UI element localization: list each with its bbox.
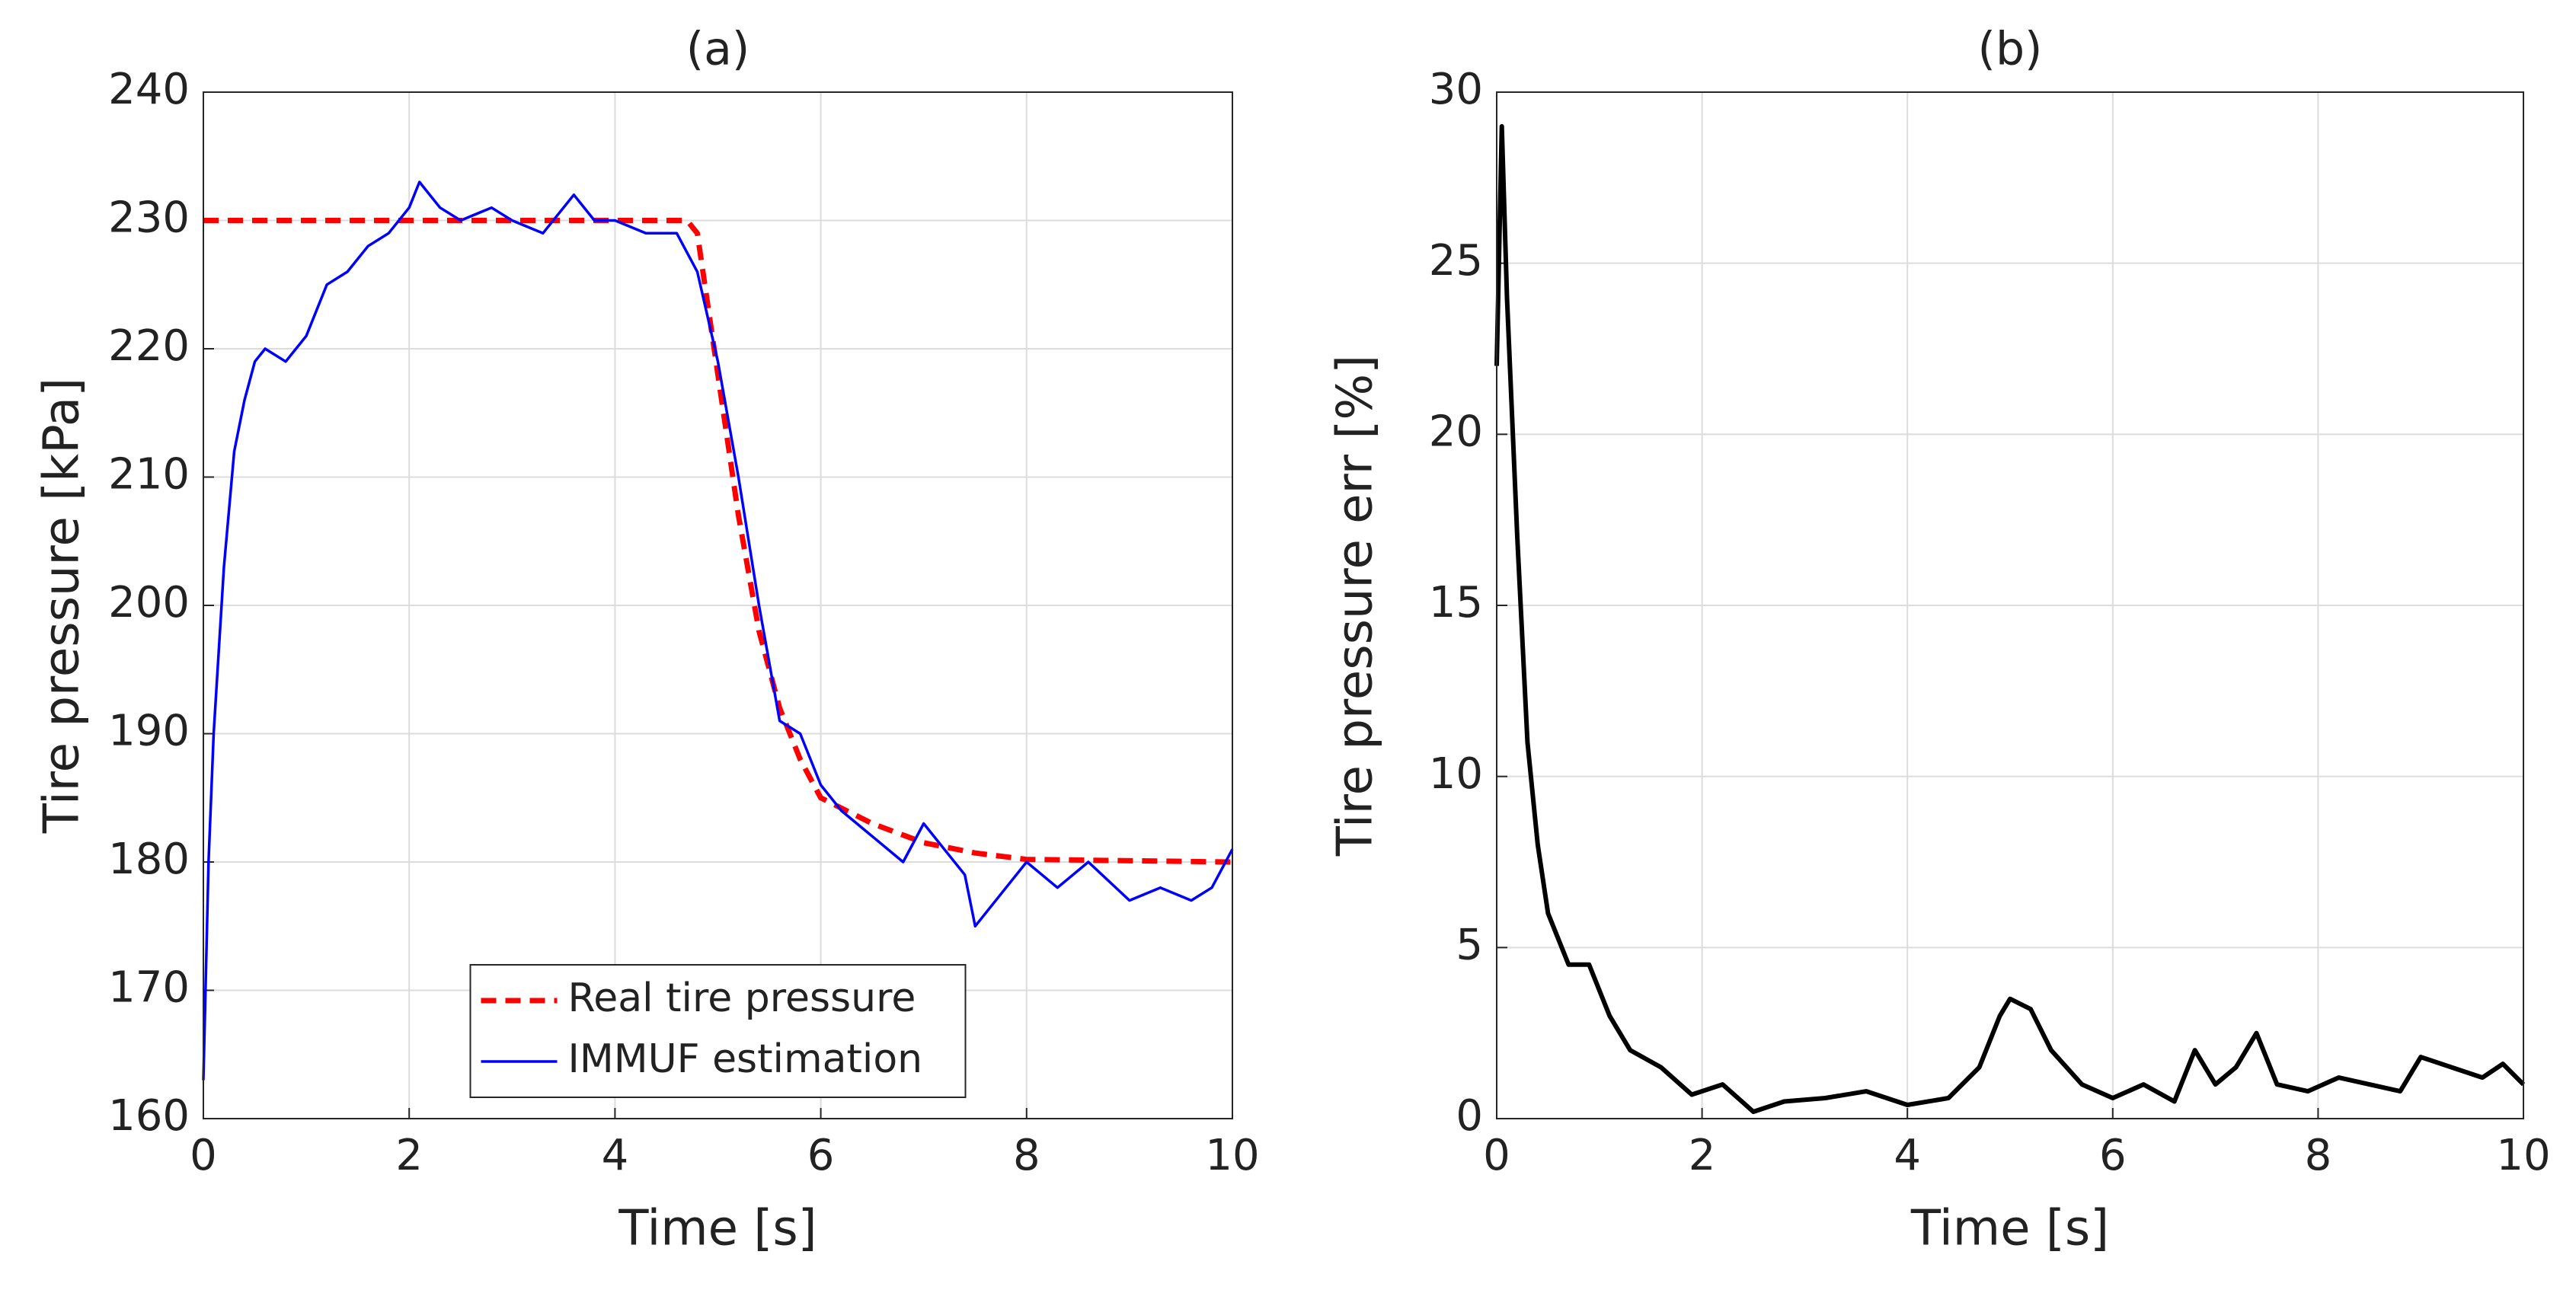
x-tick-label: 10 bbox=[2496, 1131, 2550, 1180]
y-tick-label: 25 bbox=[1429, 236, 1483, 286]
y-tick-label: 10 bbox=[1429, 749, 1483, 799]
y-tick-label: 0 bbox=[1456, 1091, 1483, 1141]
x-tick-label: 6 bbox=[2099, 1131, 2127, 1180]
panel: 0 2 4 6 8 10 160 170 180 190 200 210 220 230 240 (a) Tim… bbox=[34, 23, 1260, 1257]
legend-label: Real tire pressure bbox=[568, 975, 916, 1021]
y-tick-label: 5 bbox=[1456, 920, 1483, 969]
data-line bbox=[203, 218, 1233, 865]
x-axis-label: Time [s] bbox=[1910, 1201, 2109, 1257]
y-tick-label: 15 bbox=[1429, 578, 1483, 627]
y-tick-label: 170 bbox=[108, 963, 190, 1013]
y-tick-label: 20 bbox=[1429, 407, 1483, 456]
axes-box bbox=[203, 91, 1233, 1119]
x-tick-label: 8 bbox=[2305, 1131, 2332, 1180]
legend: Real tire pressure IMMUF estimation bbox=[469, 964, 967, 1098]
y-axis-label: Tire pressure err [%] bbox=[1328, 355, 1384, 857]
y-tick-label: 220 bbox=[108, 321, 190, 371]
data-line bbox=[202, 180, 1234, 1081]
y-tick-label: 30 bbox=[1429, 65, 1483, 114]
y-axis-label: Tire pressure [kPa] bbox=[34, 378, 91, 834]
x-tick-label: 2 bbox=[395, 1131, 423, 1180]
legend-box bbox=[469, 964, 967, 1098]
chart-title: (b) bbox=[1978, 23, 2043, 76]
panel: 0 2 4 6 8 10 0 5 10 15 20 25 30 (b) Time [s] Tire press… bbox=[1328, 23, 2551, 1257]
axes-box bbox=[1496, 91, 2524, 1119]
legend-label: IMMUF estimation bbox=[568, 1036, 923, 1082]
y-tick-label: 200 bbox=[108, 578, 190, 627]
x-tick-label: 8 bbox=[1013, 1131, 1040, 1180]
y-tick-label: 160 bbox=[108, 1091, 190, 1141]
x-tick-label: 0 bbox=[1483, 1131, 1510, 1180]
y-tick-label: 240 bbox=[108, 65, 190, 114]
chart-title: (a) bbox=[686, 23, 750, 76]
data-line bbox=[1494, 123, 2526, 1114]
y-tick-label: 210 bbox=[108, 450, 190, 500]
y-tick-label: 230 bbox=[108, 193, 190, 243]
x-tick-label: 6 bbox=[807, 1131, 835, 1180]
x-axis-label: Time [s] bbox=[618, 1201, 817, 1257]
x-tick-label: 4 bbox=[602, 1131, 629, 1180]
x-tick-label: 10 bbox=[1205, 1131, 1259, 1180]
x-tick-label: 2 bbox=[1689, 1131, 1716, 1180]
y-tick-label: 190 bbox=[108, 707, 190, 756]
x-tick-label: 0 bbox=[190, 1131, 217, 1180]
y-tick-label: 180 bbox=[108, 835, 190, 884]
x-tick-label: 4 bbox=[1894, 1131, 1921, 1180]
